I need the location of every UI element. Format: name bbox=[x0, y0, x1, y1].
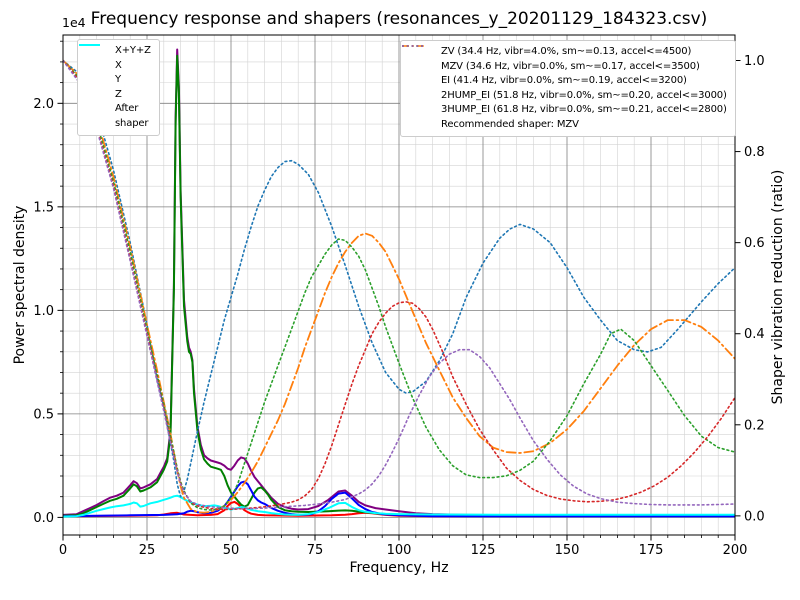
tick-label-x: 150 bbox=[555, 543, 580, 558]
tick-label-y-left: 0.0 bbox=[33, 511, 54, 526]
tick-label-x: 175 bbox=[639, 543, 664, 558]
curve-shaper-mzv bbox=[63, 59, 735, 514]
legend-item: 3HUMP_EI (61.8 Hz, vibr=0.0%, sm~=0.21, … bbox=[402, 45, 727, 118]
curve-shaper-ei bbox=[63, 59, 735, 511]
tick-label-y-left: 0.5 bbox=[33, 407, 54, 422]
x-axis-label: Frequency, Hz bbox=[349, 560, 449, 576]
curve-psd-y bbox=[63, 54, 735, 518]
tick-label-y-right: 0.4 bbox=[744, 327, 765, 342]
legend-item: Recommended shaper: MZV bbox=[409, 118, 727, 133]
legend-label: 3HUMP_EI (61.8 Hz, vibr=0.0%, sm~=0.21, … bbox=[441, 104, 727, 115]
tick-label-y-right: 1.0 bbox=[744, 54, 765, 69]
tick-label-y-left: 1.5 bbox=[33, 200, 54, 215]
tick-label-y-left: 1.0 bbox=[33, 304, 54, 319]
curve-psd-sum bbox=[63, 48, 735, 517]
tick-label-x: 125 bbox=[471, 543, 496, 558]
curve-shaper-zv bbox=[63, 59, 735, 498]
y-axis-label-left: Power spectral density bbox=[12, 205, 28, 365]
y-axis-offset-text: 1e4 bbox=[62, 15, 86, 30]
tick-label-x: 0 bbox=[59, 543, 67, 558]
curve-psd-z bbox=[63, 480, 735, 518]
legend-item: EI (41.4 Hz, vibr=0.0%, sm~=0.19, accel<… bbox=[402, 45, 727, 89]
legend-label: Z bbox=[115, 88, 122, 100]
legend-psd: X+Y+Z X Y Z After shaper bbox=[77, 39, 160, 136]
legend-label: X+Y+Z bbox=[115, 45, 151, 56]
legend-item: X bbox=[79, 44, 151, 74]
legend-item: Z bbox=[79, 44, 151, 103]
curve-psd-after-shaper bbox=[63, 494, 735, 518]
chart-title: Frequency response and shapers (resonanc… bbox=[90, 9, 708, 29]
legend-label: ZV (34.4 Hz, vibr=4.0%, sm~=0.13, accel<… bbox=[441, 46, 692, 57]
legend-line-sample bbox=[79, 44, 100, 46]
tick-label-x: 25 bbox=[139, 543, 156, 558]
legend-item: MZV (34.6 Hz, vibr=0.0%, sm~=0.17, accel… bbox=[402, 45, 727, 75]
tick-label-y-left: 2.0 bbox=[33, 97, 54, 112]
legend-label: After shaper bbox=[115, 103, 149, 129]
legend-label: EI (41.4 Hz, vibr=0.0%, sm~=0.19, accel<… bbox=[441, 75, 687, 86]
legend-label: X bbox=[115, 59, 122, 71]
tick-label-x: 75 bbox=[307, 543, 324, 558]
legend-label: Recommended shaper: MZV bbox=[441, 118, 579, 130]
tick-label-y-right: 0.2 bbox=[744, 418, 765, 433]
legend-line-sample bbox=[402, 45, 426, 47]
tick-label-y-right: 0.6 bbox=[744, 236, 765, 251]
legend-item: Y bbox=[79, 44, 151, 88]
legend-label: MZV (34.6 Hz, vibr=0.0%, sm~=0.17, accel… bbox=[441, 60, 700, 72]
y-axis-label-right: Shaper vibration reduction (ratio) bbox=[770, 169, 786, 405]
tick-label-x: 50 bbox=[223, 543, 240, 558]
legend-label: 2HUMP_EI (51.8 Hz, vibr=0.0%, sm~=0.20, … bbox=[441, 89, 727, 101]
legend-item: After shaper bbox=[79, 44, 151, 131]
legend-item: ZV (34.4 Hz, vibr=4.0%, sm~=0.13, accel<… bbox=[402, 45, 727, 60]
legend-shapers: ZV (34.4 Hz, vibr=4.0%, sm~=0.13, accel<… bbox=[400, 40, 736, 137]
tick-label-x: 200 bbox=[723, 543, 748, 558]
tick-label-x: 100 bbox=[387, 543, 412, 558]
tick-label-y-right: 0.8 bbox=[744, 145, 765, 160]
tick-label-y-right: 0.0 bbox=[744, 509, 765, 524]
legend-label: Y bbox=[115, 74, 121, 85]
curve-shaper-3hump-ei bbox=[63, 59, 735, 510]
legend-item: 2HUMP_EI (51.8 Hz, vibr=0.0%, sm~=0.20, … bbox=[402, 45, 727, 104]
